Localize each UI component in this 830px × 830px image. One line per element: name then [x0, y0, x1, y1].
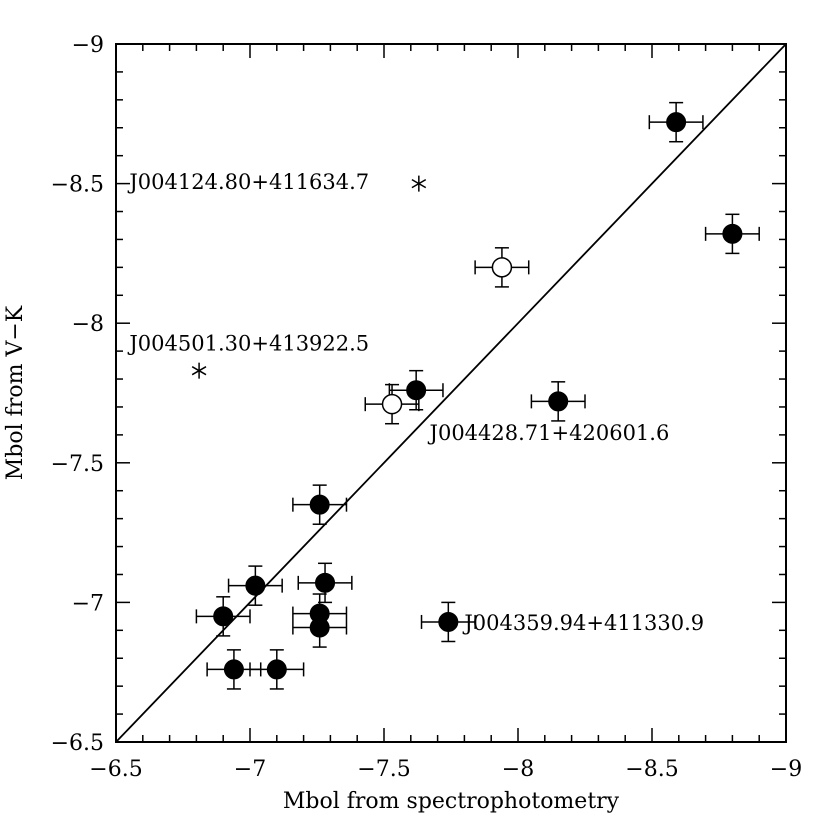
marker-filled-circle: [406, 380, 427, 401]
y-tick-label: −7.5: [51, 452, 104, 477]
marker-star-stroke: [191, 366, 207, 376]
plot-frame: [115, 43, 787, 743]
marker-filled-circle: [309, 494, 330, 515]
marker-open-circle: [491, 257, 513, 278]
plot-area: [115, 43, 787, 743]
filled-circle-point: [297, 562, 353, 604]
x-tick-label: −7: [234, 757, 266, 782]
star-point: [191, 362, 207, 379]
axis-ticks: [115, 43, 787, 743]
marker-filled-circle: [722, 223, 743, 244]
marker-filled-circle: [309, 617, 330, 638]
x-tick-label: −8.5: [625, 757, 678, 782]
x-tick-label: −8: [502, 757, 534, 782]
filled-circle-point: [530, 381, 586, 422]
y-tick-label: −8.5: [51, 173, 104, 198]
one-to-one-line: [115, 43, 787, 743]
filled-circle-point: [704, 213, 760, 255]
marker-star-stroke: [411, 178, 427, 189]
x-tick-label: −7.5: [357, 757, 410, 782]
marker-filled-circle: [548, 391, 569, 412]
marker-filled-circle: [266, 659, 287, 680]
y-tick-label: −7: [72, 591, 104, 616]
filled-circle-point: [292, 607, 348, 648]
filled-circle-point: [420, 601, 476, 643]
point-annotation: J004124.80+411634.7: [127, 170, 369, 194]
x-tick-label: −6.5: [89, 757, 142, 782]
y-tick-label: −8: [72, 312, 104, 337]
filled-circle-point: [292, 484, 348, 525]
marker-filled-circle: [315, 572, 336, 593]
star-point: [411, 175, 427, 192]
open-circle-point: [364, 383, 420, 425]
point-annotation: J004501.30+413922.5: [127, 332, 369, 356]
point-annotation: J004428.71+420601.6: [428, 421, 670, 445]
y-tick-label: −9: [72, 33, 104, 58]
marker-filled-circle: [223, 659, 244, 680]
marker-filled-circle: [213, 606, 234, 627]
filled-circle-point: [249, 649, 305, 690]
filled-circle-point: [195, 596, 251, 637]
marker-filled-circle: [245, 575, 266, 596]
y-axis-label: Mbol from V−K: [3, 305, 28, 480]
y-tick-label: −6.5: [51, 731, 104, 756]
point-annotation: J004359.94+411330.9: [462, 611, 704, 635]
filled-circle-point: [648, 101, 704, 143]
marker-open-circle: [381, 393, 403, 415]
annotations: J004124.80+411634.7 J004501.30+413922.5 J0…: [127, 170, 704, 635]
x-tick-label: −9: [770, 757, 802, 782]
marker-filled-circle: [666, 112, 687, 133]
marker-filled-circle: [438, 611, 459, 632]
tick-labels: −6.5 −7 −7.5 −8 −8.5 −9 −6.5 −7 −7.5 −8 −8.5 −9: [51, 33, 803, 782]
x-axis-label: Mbol from spectrophotometry: [283, 789, 620, 814]
filled-circle-point: [227, 565, 283, 606]
filled-circle-point: [388, 369, 444, 411]
open-circle-point: [474, 247, 530, 288]
